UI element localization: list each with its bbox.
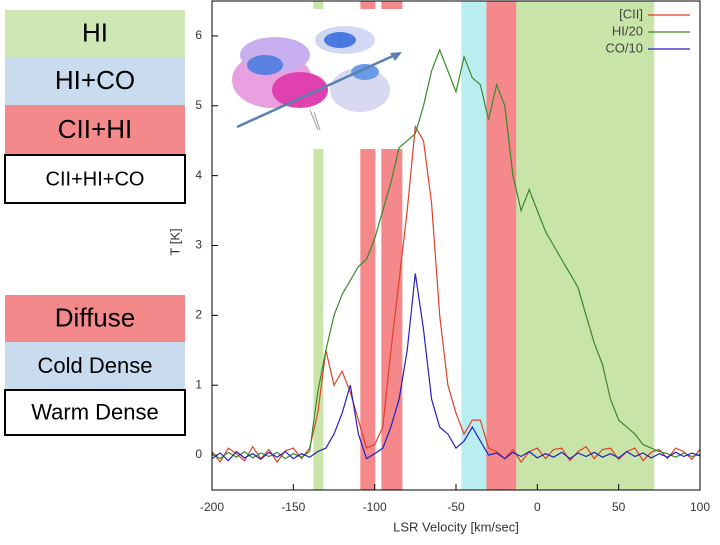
x-tick-label: -50 <box>447 500 465 514</box>
legend-label: [CII] <box>619 6 643 21</box>
legend-label: HI/20 <box>612 23 643 38</box>
x-tick-label: 100 <box>690 500 710 514</box>
x-tick-label: -200 <box>200 500 224 514</box>
label-text: CII+HI+CO <box>46 168 145 190</box>
shaded-region <box>313 1 324 490</box>
y-tick-label: 2 <box>195 308 202 322</box>
label-text: HI <box>82 17 108 47</box>
series-line <box>211 48 701 460</box>
inset-map <box>226 9 404 149</box>
series-line <box>211 273 701 462</box>
x-tick-label: 50 <box>612 500 626 514</box>
label-box <box>4 154 186 204</box>
shaded-region <box>486 1 517 490</box>
y-tick-label: 1 <box>195 377 202 391</box>
label-text: CII+HI <box>58 114 132 144</box>
y-tick-label: 4 <box>195 168 202 182</box>
plot-frame <box>211 0 701 491</box>
shaded-region <box>516 1 655 490</box>
label-box <box>5 295 185 342</box>
label-box <box>5 342 185 390</box>
y-tick-label: 3 <box>195 238 202 252</box>
x-axis-label: LSR Velocity [km/sec] <box>393 519 519 534</box>
series-line <box>211 124 701 464</box>
x-tick-label: -100 <box>363 500 387 514</box>
y-tick-label: 5 <box>195 98 202 112</box>
label-box <box>4 389 186 436</box>
label-text: Diffuse <box>55 302 135 332</box>
y-tick-label: 6 <box>195 28 202 42</box>
legend-label: CO/10 <box>605 40 643 55</box>
x-tick-label: 0 <box>534 500 541 514</box>
label-text: HI+CO <box>55 65 135 95</box>
label-box <box>5 10 185 57</box>
label-text: Warm Dense <box>31 399 159 424</box>
x-tick-label: -150 <box>281 500 305 514</box>
y-tick-label: 0 <box>195 447 202 461</box>
label-box <box>5 57 185 105</box>
shaded-region <box>461 1 487 490</box>
y-axis-label: T [K] <box>167 228 182 255</box>
label-text: Cold Dense <box>38 353 153 378</box>
label-box <box>5 105 185 155</box>
